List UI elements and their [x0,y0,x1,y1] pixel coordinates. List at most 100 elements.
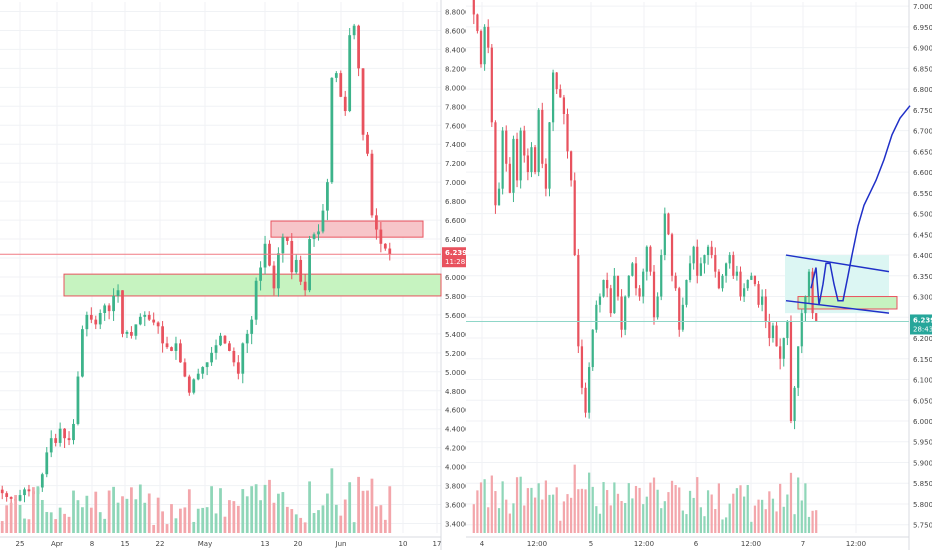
y-tick-label: 7.0000 [913,3,932,11]
volume-bar [789,472,793,533]
y-tick-label: 6.6000 [913,169,932,177]
candle-body [782,338,785,359]
volume-bar [501,481,504,533]
volume-bar [634,485,638,533]
candle-body [348,35,352,112]
volume-bar [544,480,548,533]
volume-bar [793,514,796,533]
support-zone [63,273,442,297]
candle-body [613,275,616,314]
volume-bar [494,491,497,533]
volume-bar [595,506,598,533]
volume-bar [125,498,129,533]
volume-bar [724,517,728,533]
volume-bar [656,489,659,533]
volume-bar [670,480,674,533]
right-chart-panel[interactable]: 7.0000 6.9500 6.9000 6.8500 6.8000 6.7500 6.70… [466,0,932,550]
candle-body [681,304,684,330]
volume-bar [710,494,713,533]
candle-body [793,387,796,421]
candle-body [696,246,699,276]
y-tick-label: 6.3000 [913,294,932,302]
candle-body [573,180,576,256]
candle-body [667,213,670,235]
volume-bar [746,485,749,533]
volume-bar [551,494,555,533]
candle-body [595,304,598,330]
candle-body [742,288,746,297]
volume-bar [174,518,178,533]
volume-bar [559,520,562,533]
y-tick-label: 5.0000 [445,369,466,377]
candle-body [72,423,75,441]
volume-bar [598,513,602,533]
candle-body [634,263,638,289]
candle-body [285,237,289,241]
candle-body [620,296,623,330]
candle-body [750,275,753,280]
volume-bar [254,484,258,533]
volume-bar [27,519,31,533]
candle-body [710,246,713,256]
volume-bar [526,488,529,533]
candle-body [652,271,656,318]
volume-bar [717,483,721,533]
y-tick-label: 5.6000 [445,312,466,320]
volume-bar [757,499,760,533]
candle-body [330,77,334,183]
candle-body [721,275,724,289]
volume-bar [205,507,209,533]
volume-bar [735,488,739,533]
volume-bar [241,489,245,533]
candle-body [562,97,566,115]
volume-bar [768,491,771,533]
candle-body [201,367,205,374]
volume-bar [573,464,576,533]
candle-body [196,373,200,380]
candle-body [125,331,129,334]
y-tick-label: 6.0000 [913,418,932,426]
volume-bar [505,499,508,533]
volume-bar [750,521,753,533]
volume-bar [685,514,688,533]
candle-body [187,376,191,393]
channel-lower-line [785,299,890,314]
volume-bar [645,496,648,533]
candle-body [771,325,775,339]
volume-bar [236,505,240,533]
candle-body [94,319,98,325]
candle-body [476,14,479,32]
volume-bar [352,522,356,533]
volume-bar [577,489,580,533]
volume-bar [281,492,285,533]
left-chart-panel[interactable]: 8.8000 8.6000 8.4000 8.2000 8.0000 7.8000 7.60… [0,0,466,550]
y-tick-label: 8.2000 [445,65,466,73]
volume-bar [263,484,267,533]
candle-body [5,493,9,497]
candle-body [559,89,562,98]
candle-body [277,253,280,289]
volume-bar [782,506,785,533]
y-tick-label: 6.6000 [445,217,466,225]
candle-body [236,362,240,374]
volume-bar [330,468,334,533]
candle-body [692,246,695,264]
candle-body [584,387,587,413]
volume-bar [555,487,558,533]
candle-body [649,246,652,272]
y-tick-label: 6.1500 [913,356,932,364]
volume-bar [67,516,71,533]
volume-bar [472,504,475,533]
candle-body [548,122,551,189]
candle-body [147,314,151,320]
volume-bar [742,496,746,533]
candle-body [505,130,508,164]
candle-body [290,240,294,273]
volume-bar [609,505,612,533]
candle-body [497,188,501,206]
volume-bar [81,507,84,533]
volume-bar [40,499,44,533]
candle-body [138,316,142,325]
volume-bar [49,512,53,533]
